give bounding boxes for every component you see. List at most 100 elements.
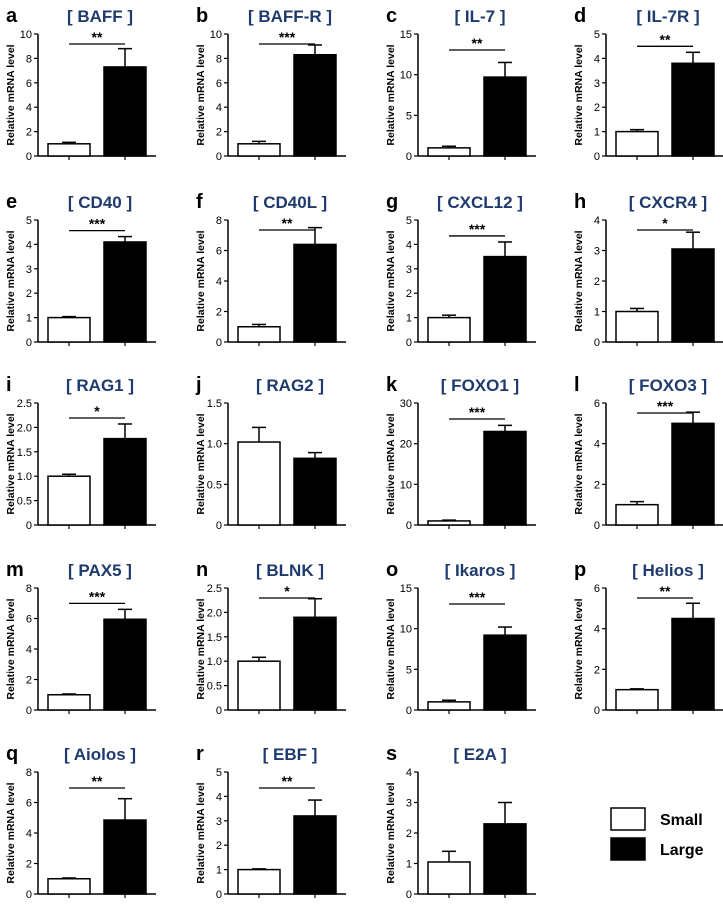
y-tick-label: 2 [26, 859, 32, 871]
y-tick-label: 2 [26, 675, 32, 687]
y-tick-label: 5 [406, 110, 412, 122]
panel-l: l [ FOXO3 ] Relative mRNA level 0 2 4 6 *** [573, 374, 723, 532]
y-tick-label: 0 [26, 889, 32, 901]
y-axis-label: Relative mRNA level [5, 44, 17, 145]
bar-large [293, 457, 337, 526]
panel-j: j [ RAG2 ] Relative mRNA level 0 0.5 1.0 1.5 [195, 374, 346, 532]
panel-letter: h [574, 191, 586, 213]
bar-small [47, 316, 91, 343]
y-tick-label: 4 [216, 791, 222, 803]
bar-large [103, 437, 147, 526]
panel-letter: a [6, 5, 18, 27]
y-tick-label: 0 [406, 889, 412, 901]
panel-letter: l [574, 374, 580, 396]
bar-large [483, 430, 527, 526]
y-axis-label: Relative mRNA level [573, 413, 585, 514]
panel-q: q [ Aiolos ] Relative mRNA level 0 2 4 6 8 ** [5, 743, 156, 901]
y-tick-label: 1 [594, 307, 600, 319]
y-tick-label: 0 [594, 705, 600, 717]
panel-letter: s [386, 743, 397, 765]
y-tick-label: 4 [26, 239, 32, 251]
panel-c: c [ IL-7 ] Relative mRNA level 0 5 10 15 ** [385, 5, 536, 163]
bar-small [427, 701, 471, 711]
legend-swatch-large [610, 837, 646, 861]
y-tick-label: 4 [594, 215, 600, 227]
y-tick-label: 20 [400, 439, 412, 451]
y-tick-label: 0 [216, 337, 222, 349]
y-axis-label: Relative mRNA level [195, 413, 207, 514]
y-axis-label: Relative mRNA level [5, 230, 17, 331]
significance-marker: * [94, 403, 100, 419]
y-tick-label: 0 [26, 151, 32, 163]
bar-large [671, 422, 715, 526]
y-tick-label: 0 [406, 337, 412, 349]
panel-letter: c [386, 5, 397, 27]
panel-title: [ Aiolos ] [64, 745, 136, 764]
y-tick-label: 0 [26, 705, 32, 717]
significance-marker: *** [469, 404, 486, 420]
panel-letter: k [386, 374, 398, 396]
bar-small [427, 520, 471, 526]
y-tick-label: 1 [26, 313, 32, 325]
panel-a: a [ BAFF ] Relative mRNA level 0 2 4 6 8 10 ** [5, 5, 156, 163]
y-tick-label: 6 [594, 398, 600, 410]
y-axis-label: Relative mRNA level [385, 230, 397, 331]
bar-small [615, 130, 659, 157]
y-tick-label: 15 [400, 29, 412, 41]
significance-marker: ** [472, 35, 483, 51]
y-tick-label: 0 [594, 337, 600, 349]
y-tick-label: 0 [26, 337, 32, 349]
y-tick-label: 4 [594, 624, 600, 636]
y-tick-label: 0 [216, 889, 222, 901]
panel-k: k [ FOXO1 ] Relative mRNA level 0 10 20 30 *** [385, 374, 536, 532]
y-tick-label: 0.5 [207, 681, 222, 693]
panel-m: m [ PAX5 ] Relative mRNA level 0 2 4 6 8 *** [5, 559, 156, 717]
bar-large [103, 66, 147, 157]
y-tick-label: 10 [20, 29, 32, 41]
significance-marker: ** [660, 583, 671, 599]
panel-title: [ PAX5 ] [68, 561, 132, 580]
y-axis-label: Relative mRNA level [385, 782, 397, 883]
bar-small [47, 475, 91, 526]
y-tick-label: 3 [406, 264, 412, 276]
y-tick-label: 1.5 [207, 632, 222, 644]
y-tick-label: 2 [594, 276, 600, 288]
bar-large [293, 53, 337, 157]
y-tick-label: 30 [400, 398, 412, 410]
significance-marker: *** [89, 216, 106, 232]
y-axis-label: Relative mRNA level [195, 44, 207, 145]
y-tick-label: 1.0 [207, 656, 222, 668]
panel-s: s [ E2A ] Relative mRNA level 0 1 2 3 4 [385, 743, 536, 901]
y-tick-label: 1.5 [207, 398, 222, 410]
panel-letter: q [6, 743, 18, 765]
legend: Small Large [610, 807, 704, 861]
bar-small [47, 694, 91, 711]
significance-marker: *** [469, 221, 486, 237]
y-axis-label: Relative mRNA level [573, 44, 585, 145]
bar-large [483, 76, 527, 157]
bar-large [293, 815, 337, 895]
panel-title: [ IL-7 ] [455, 7, 506, 26]
significance-marker: ** [282, 773, 293, 789]
panel-e: e [ CD40 ] Relative mRNA level 0 1 2 3 4 5 *** [5, 191, 156, 349]
y-tick-label: 1 [594, 127, 600, 139]
bar-large [293, 243, 337, 343]
bar-small [237, 143, 281, 157]
significance-marker: ** [282, 215, 293, 231]
panel-p: p [ Helios ] Relative mRNA level 0 2 4 6 ** [573, 559, 723, 717]
y-tick-label: 0 [406, 151, 412, 163]
y-tick-label: 0 [216, 520, 222, 532]
panel-title: [ CXCL12 ] [437, 193, 523, 212]
significance-marker: ** [660, 31, 671, 47]
panel-d: d [ IL-7R ] Relative mRNA level 0 1 2 3 4 5 ** [573, 5, 723, 163]
y-axis-label: Relative mRNA level [5, 782, 17, 883]
y-tick-label: 8 [216, 53, 222, 65]
bar-small [47, 143, 91, 157]
panel-title: [ E2A ] [453, 745, 506, 764]
y-tick-label: 8 [26, 53, 32, 65]
y-tick-label: 4 [594, 439, 600, 451]
panel-letter: r [196, 743, 204, 765]
panel-title: [ FOXO3 ] [629, 376, 707, 395]
